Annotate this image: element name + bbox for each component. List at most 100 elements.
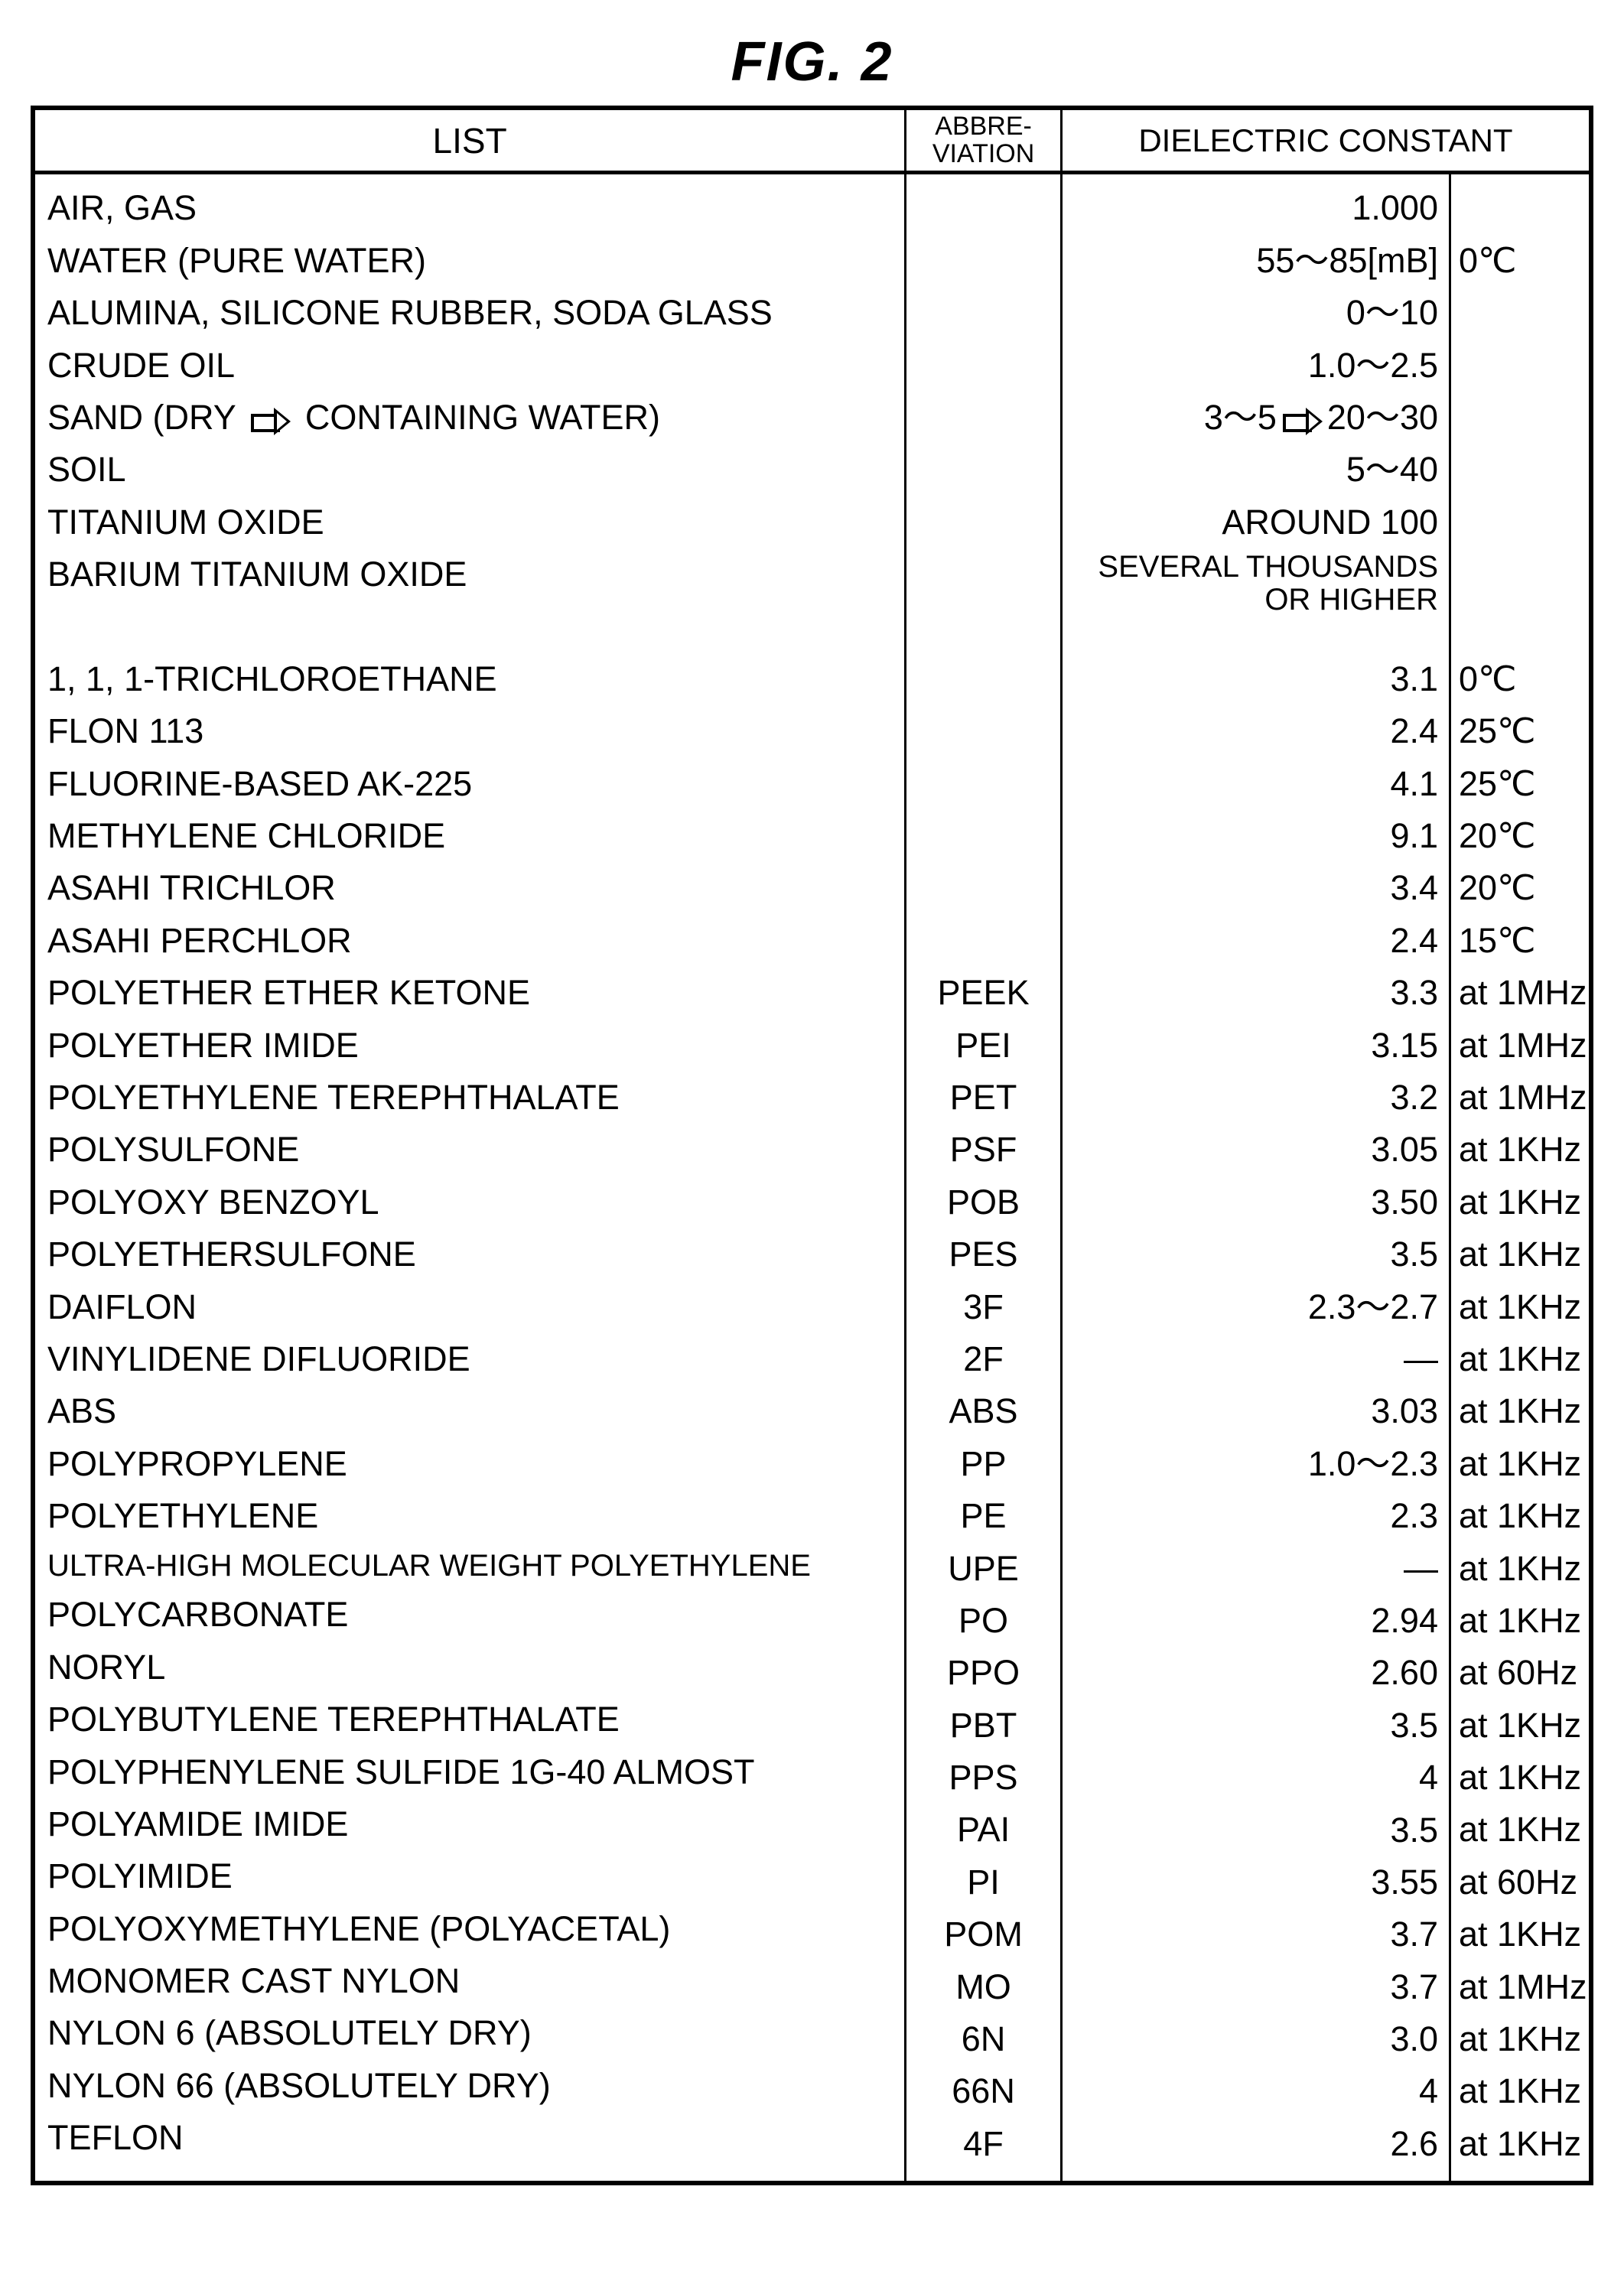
list-cell: 1, 1, 1-TRICHLOROETHANE	[47, 653, 892, 705]
abbreviation-cell	[919, 340, 1048, 392]
list-cell: POLYBUTYLENE TEREPHTHALATE	[47, 1693, 892, 1746]
abbreviation-cell: PE	[919, 1490, 1048, 1542]
arrow-icon	[1283, 411, 1321, 429]
dielectric-value-cell: 5～40	[1075, 444, 1438, 496]
list-cell: POLYAMIDE IMIDE	[47, 1798, 892, 1850]
list-cell: SOIL	[47, 444, 892, 496]
arrow-icon	[251, 411, 289, 429]
list-cell: ALUMINA, SILICONE RUBBER, SODA GLASS	[47, 287, 892, 339]
list-cell: WATER (PURE WATER)	[47, 235, 892, 287]
dielectric-value-cell: 3.03	[1075, 1385, 1438, 1437]
dielectric-value-cell: 1.000	[1075, 182, 1438, 234]
dielectric-value-cell: —	[1075, 1333, 1438, 1385]
condition-cell	[1459, 548, 1578, 600]
abbreviation-cell: PES	[919, 1228, 1048, 1280]
list-cell: MONOMER CAST NYLON	[47, 1955, 892, 2007]
table-header-row: LIST ABBRE-VIATION DIELECTRIC CONSTANT	[33, 108, 1591, 173]
list-cell: ASAHI PERCHLOR	[47, 915, 892, 967]
header-abbreviation: ABBRE-VIATION	[906, 108, 1062, 173]
list-cell: METHYLENE CHLORIDE	[47, 810, 892, 862]
list-cell: POLYETHERSULFONE	[47, 1228, 892, 1280]
abbreviation-cell: 2F	[919, 1333, 1048, 1385]
dielectric-value-cell: 9.1	[1075, 810, 1438, 862]
list-cell: TITANIUM OXIDE	[47, 496, 892, 548]
condition-cell: at 1KHz	[1459, 1752, 1578, 1804]
abbreviation-cell	[919, 392, 1048, 444]
list-cell: POLYOXYMETHYLENE (POLYACETAL)	[47, 1903, 892, 1955]
abbreviation-cell	[919, 496, 1048, 548]
condition-cell: at 1KHz	[1459, 1490, 1578, 1542]
dielectric-value-cell: 1.0～2.3	[1075, 1438, 1438, 1490]
abbreviation-cell: PO	[919, 1595, 1048, 1647]
condition-cell: 25℃	[1459, 705, 1578, 757]
dielectric-value-cell: 3.55	[1075, 1856, 1438, 1908]
dielectric-value-cell: 1.0～2.5	[1075, 340, 1438, 392]
abbreviation-cell: POB	[919, 1176, 1048, 1228]
condition-cell: at 1KHz	[1459, 1281, 1578, 1333]
abbreviation-cell: 66N	[919, 2065, 1048, 2117]
condition-cell: at 1KHz	[1459, 2118, 1578, 2170]
condition-cell: at 1KHz	[1459, 1176, 1578, 1228]
abbreviation-cell	[919, 287, 1048, 339]
condition-cell: at 1KHz	[1459, 1543, 1578, 1595]
abbreviation-cell	[919, 862, 1048, 914]
abbreviation-cell	[919, 653, 1048, 705]
condition-cell	[1459, 392, 1578, 444]
dielectric-value-cell: 3.7	[1075, 1908, 1438, 1960]
dielectric-value-cell: 3.5	[1075, 1228, 1438, 1280]
list-cell: POLYPROPYLENE	[47, 1438, 892, 1490]
list-cell: POLYIMIDE	[47, 1850, 892, 1902]
figure-title: FIG. 2	[31, 31, 1593, 93]
dielectric-value-cell: 4	[1075, 2065, 1438, 2117]
list-cell: POLYSULFONE	[47, 1124, 892, 1176]
list-cell: SAND (DRY CONTAINING WATER)	[47, 392, 892, 444]
dielectric-value-cell: 2.6	[1075, 2118, 1438, 2170]
abbreviation-cell: ABS	[919, 1385, 1048, 1437]
abbreviation-cell: PAI	[919, 1804, 1048, 1856]
abbreviation-cell: 3F	[919, 1281, 1048, 1333]
dielectric-value-cell: 55～85[mB]	[1075, 235, 1438, 287]
dielectric-value-cell: 0～10	[1075, 287, 1438, 339]
condition-cell: 0℃	[1459, 235, 1578, 287]
condition-cell: 15℃	[1459, 915, 1578, 967]
list-cell: ULTRA-HIGH MOLECULAR WEIGHT POLYETHYLENE	[47, 1543, 892, 1589]
abbreviation-cell: 4F	[919, 2118, 1048, 2170]
condition-cell: at 1KHz	[1459, 2065, 1578, 2117]
condition-cell: at 1KHz	[1459, 1595, 1578, 1647]
list-cell: NYLON 6 (ABSOLUTELY DRY)	[47, 2007, 892, 2059]
abbreviation-cell	[919, 915, 1048, 967]
dielectric-value-cell: 2.94	[1075, 1595, 1438, 1647]
condition-cell: at 1MHz	[1459, 1020, 1578, 1072]
dielectric-value-cell: SEVERAL THOUSANDSOR HIGHER	[1075, 548, 1438, 653]
dielectric-value-cell: 2.3	[1075, 1490, 1438, 1542]
dielectric-value-cell: 2.60	[1075, 1647, 1438, 1699]
dielectric-value-cell: 2.4	[1075, 705, 1438, 757]
abbreviation-cell: 6N	[919, 2013, 1048, 2065]
condition-cell: at 1KHz	[1459, 1700, 1578, 1752]
list-cell: FLON 113	[47, 705, 892, 757]
abbreviation-cell	[919, 444, 1048, 496]
abbreviation-cell	[919, 235, 1048, 287]
list-cell: NORYL	[47, 1641, 892, 1693]
condition-cell: at 1KHz	[1459, 1438, 1578, 1490]
abbreviation-cell: PEEK	[919, 967, 1048, 1019]
list-cell: POLYPHENYLENE SULFIDE 1G-40 ALMOST	[47, 1746, 892, 1798]
list-cell: POLYETHER ETHER KETONE	[47, 967, 892, 1019]
list-cell: POLYCARBONATE	[47, 1589, 892, 1641]
dielectric-value-cell: 3.2	[1075, 1072, 1438, 1124]
abbreviation-cell: PP	[919, 1438, 1048, 1490]
list-cell: VINYLIDENE DIFLUORIDE	[47, 1333, 892, 1385]
condition-cell: at 1KHz	[1459, 2013, 1578, 2065]
list-cell: TEFLON	[47, 2112, 892, 2164]
condition-cell: at 1MHz	[1459, 967, 1578, 1019]
condition-cell: at 1KHz	[1459, 1124, 1578, 1176]
dielectric-value-cell: 3.4	[1075, 862, 1438, 914]
dielectric-value-cell: 4.1	[1075, 758, 1438, 810]
dielectric-value-cell: 3.05	[1075, 1124, 1438, 1176]
dielectric-value-cell: 3.0	[1075, 2013, 1438, 2065]
condition-cell: at 1MHz	[1459, 1072, 1578, 1124]
condition-cell: at 60Hz	[1459, 1856, 1578, 1908]
dielectric-value-cell: AROUND 100	[1075, 496, 1438, 548]
abbreviation-cell: POM	[919, 1908, 1048, 1960]
dielectric-value-cell: 2.4	[1075, 915, 1438, 967]
